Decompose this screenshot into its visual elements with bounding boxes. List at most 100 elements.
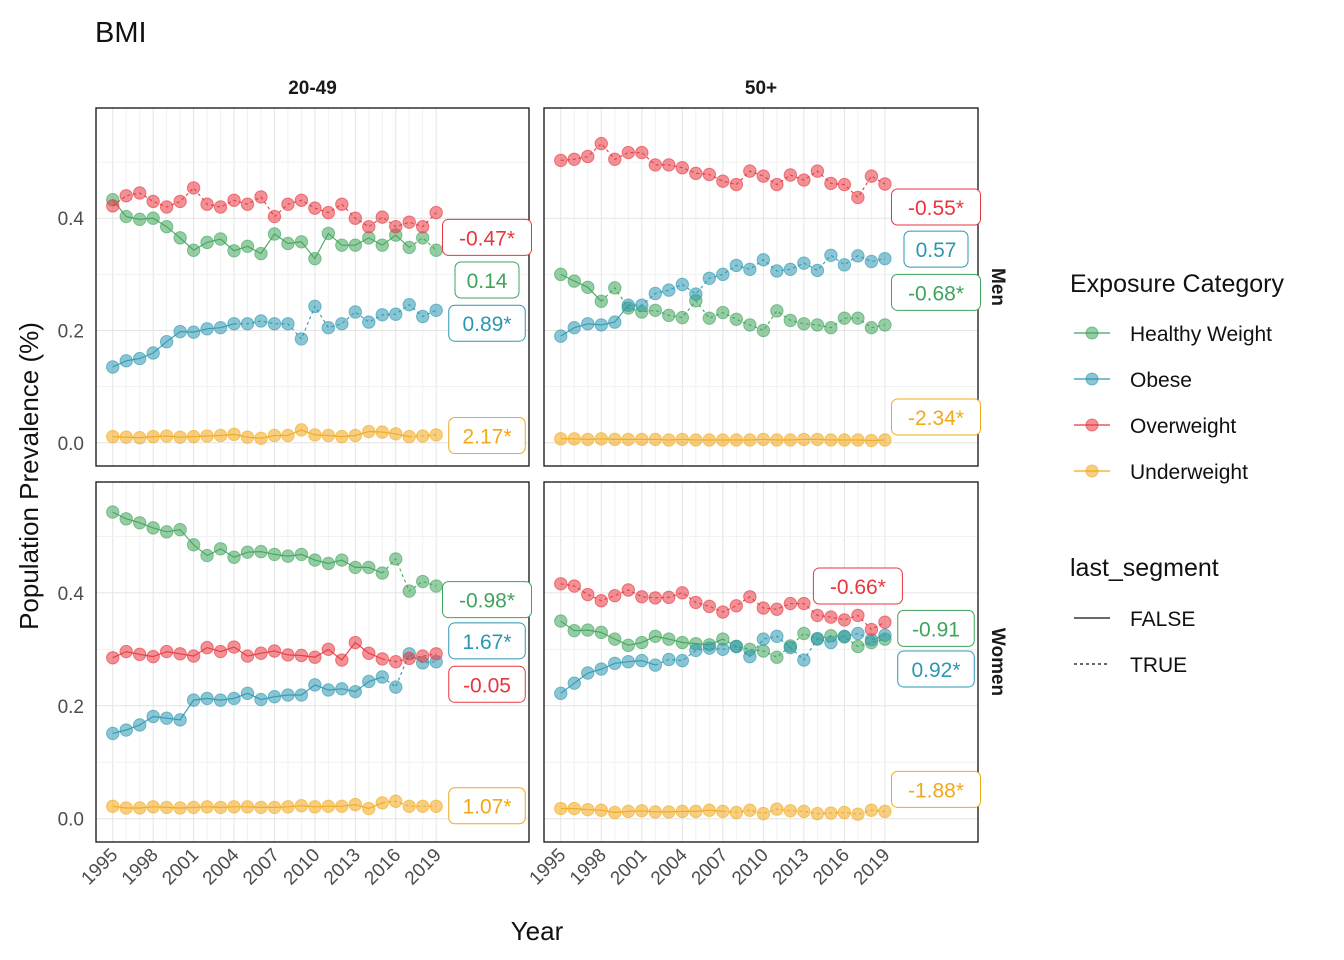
data-point-2007 (716, 267, 730, 282)
data-point-2005 (240, 545, 255, 559)
data-point-2018 (416, 231, 430, 245)
data-point-2001 (186, 181, 201, 195)
data-point-2017 (851, 433, 865, 447)
data-point-2002 (648, 286, 663, 301)
data-point-2006 (702, 167, 717, 182)
data-point-1997 (132, 647, 147, 662)
data-point-1998 (146, 649, 160, 664)
data-point-2004 (227, 640, 241, 654)
series-overweight (106, 181, 443, 234)
data-point-2014 (362, 219, 376, 234)
data-point-2004 (675, 310, 690, 325)
data-point-1998 (594, 803, 608, 817)
data-point-2004 (675, 161, 690, 175)
data-point-2002 (200, 235, 214, 250)
data-point-2001 (635, 804, 649, 818)
data-point-2001 (186, 429, 201, 444)
x-tick-label-2010: 2010 (728, 845, 773, 890)
data-point-2000 (173, 647, 187, 661)
label-box (448, 665, 526, 703)
legend-key-true: TRUE (1074, 654, 1187, 677)
data-point-1999 (159, 525, 174, 539)
data-point-2007 (267, 644, 282, 658)
data-point-1995 (554, 614, 568, 628)
data-point-2009 (294, 799, 309, 813)
data-point-1996 (119, 354, 133, 368)
row-strip-label: Men (987, 268, 1008, 306)
data-point-2007 (267, 428, 282, 443)
data-point-2000 (621, 655, 635, 669)
data-point-2006 (254, 800, 268, 815)
data-point-2004 (675, 586, 690, 600)
series-healthy-weight (106, 193, 443, 266)
data-point-2015 (375, 238, 389, 252)
data-point-2009 (743, 803, 757, 817)
data-point-2009 (294, 235, 309, 249)
data-point-1997 (132, 186, 147, 200)
data-point-2003 (662, 632, 676, 646)
data-point-2014 (362, 231, 376, 245)
panel-50-men: -0.55* 0.57 -0.68* -2.34* 50+ Men (543, 78, 1008, 467)
data-point-2014 (362, 315, 376, 329)
data-point-2009 (294, 193, 309, 207)
data-point-2003 (213, 542, 228, 556)
data-point-2012 (335, 317, 349, 331)
data-point-2004 (227, 550, 241, 564)
data-point-2007 (716, 642, 730, 656)
data-point-2018 (864, 320, 879, 335)
data-point-1995 (554, 432, 568, 446)
data-point-2000 (621, 298, 635, 312)
series-obese (106, 297, 443, 374)
y-tick-label: 0.2 (58, 322, 84, 343)
data-point-2002 (200, 800, 214, 814)
data-point-2008 (281, 428, 295, 443)
data-point-2017 (402, 240, 416, 255)
data-point-2017 (851, 311, 865, 325)
legend: Exposure Category Healthy Weight Obese Over… (1070, 270, 1285, 677)
x-tick-label-2013: 2013 (320, 845, 365, 890)
data-point-1999 (159, 711, 174, 725)
data-point-1997 (132, 351, 147, 366)
data-point-2016 (389, 680, 403, 694)
data-point-2019 (878, 318, 892, 332)
data-point-2011 (770, 304, 784, 318)
data-point-2014 (810, 318, 825, 332)
data-point-2007 (267, 690, 282, 704)
data-point-2013 (348, 797, 363, 812)
data-point-1995 (106, 505, 120, 519)
data-point-2001 (635, 432, 649, 447)
label-text: -2.34* (908, 407, 964, 430)
slope-label-underweight: -2.34* (891, 398, 981, 436)
data-point-2009 (294, 423, 309, 437)
data-point-2019 (878, 177, 892, 191)
data-point-2005 (240, 430, 255, 444)
data-point-2010 (308, 428, 322, 442)
data-point-2005 (689, 643, 703, 658)
data-point-2019 (878, 628, 892, 642)
data-point-2019 (429, 428, 443, 442)
label-text: 2.17* (462, 425, 511, 448)
data-point-2016 (837, 805, 852, 820)
data-point-2019 (878, 615, 892, 629)
data-point-2004 (227, 427, 241, 442)
data-point-2015 (824, 635, 838, 650)
x-tick-label-1995: 1995 (526, 845, 571, 890)
data-point-1998 (594, 662, 608, 676)
data-point-2008 (281, 236, 295, 251)
x-tick-label-2019: 2019 (401, 845, 446, 890)
data-point-2010 (308, 553, 322, 567)
data-point-2001 (186, 693, 201, 707)
x-tick-label-2001: 2001 (158, 845, 203, 890)
data-point-2000 (173, 231, 187, 245)
x-tick-label-2013: 2013 (769, 845, 814, 890)
data-point-2017 (851, 626, 865, 641)
data-point-1998 (146, 346, 160, 360)
y-tick-label: 0.0 (58, 434, 84, 455)
data-point-1996 (119, 801, 133, 815)
data-point-1996 (567, 274, 581, 288)
data-point-1996 (567, 152, 581, 166)
data-point-2012 (335, 799, 349, 813)
data-point-2014 (810, 432, 825, 447)
data-point-2014 (810, 806, 825, 821)
data-point-2002 (648, 629, 663, 644)
